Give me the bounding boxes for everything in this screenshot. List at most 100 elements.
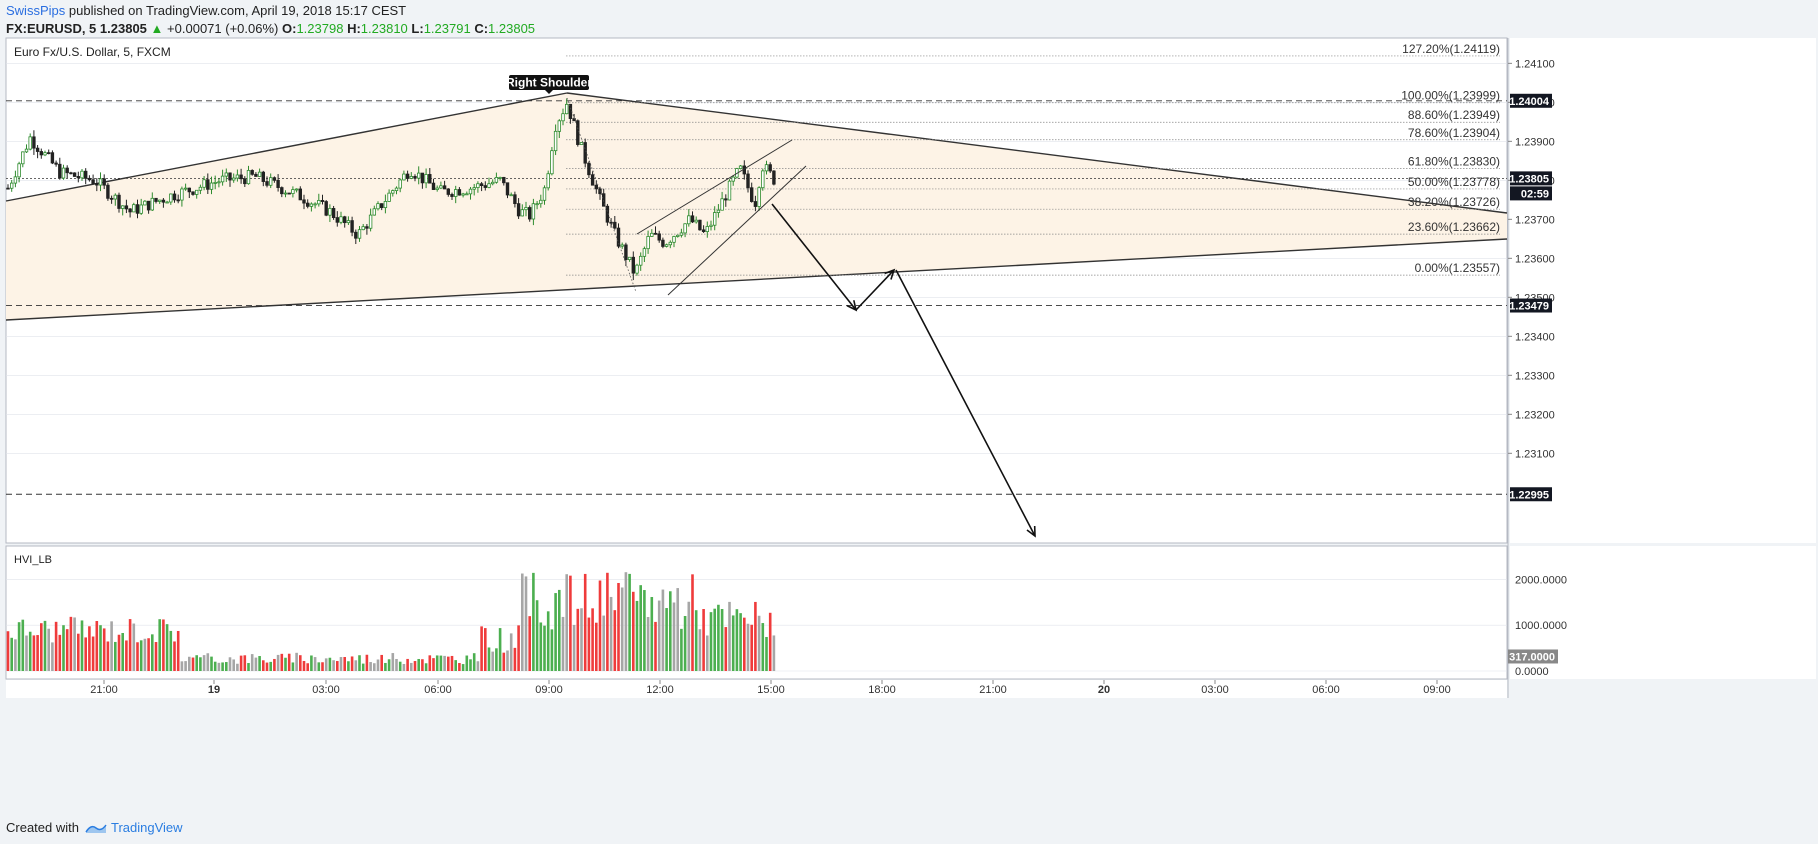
candle-body (376, 203, 380, 210)
candle-body (13, 176, 18, 184)
volume-bar (77, 633, 80, 671)
volume-bar (606, 572, 609, 671)
volume-pane[interactable]: HVI_LB (5, 545, 1508, 680)
x-tick-label: 09:00 (1423, 684, 1451, 696)
volume-bar (310, 655, 313, 671)
x-tick-label: 06:00 (424, 684, 452, 696)
y-tick-label: 1.23200 (1515, 409, 1555, 421)
tradingview-text: TradingView (110, 820, 183, 835)
candle-body (305, 202, 310, 207)
candle-body (180, 188, 184, 201)
candle-body (653, 232, 658, 235)
volume-bar (421, 659, 424, 671)
candle-body (413, 176, 417, 179)
volume-y-tick-label: 1000.0000 (1515, 620, 1567, 632)
volume-bar (324, 658, 328, 671)
candle-body (639, 255, 643, 266)
tradingview-brand[interactable]: TradingView (85, 818, 183, 838)
candle-body (431, 182, 436, 190)
volume-bar (443, 655, 446, 671)
volume-bar (291, 662, 295, 671)
candle-body (346, 220, 351, 224)
volume-bar (450, 655, 454, 671)
candle-body (187, 187, 191, 193)
candle-body (709, 224, 713, 227)
candle-body (209, 182, 214, 190)
volume-bar (717, 604, 720, 671)
volume-bar (139, 640, 143, 671)
publish-info: SwissPips published on TradingView.com, … (6, 3, 406, 19)
x-tick-label: 06:00 (1312, 684, 1340, 696)
price-label-box (1510, 298, 1552, 313)
high-value: 1.23810 (360, 21, 408, 36)
volume-bar (199, 657, 202, 671)
volume-bar (402, 663, 406, 671)
high-label: H: (347, 21, 361, 36)
fib-label: 0.00%(1.23557) (1415, 261, 1500, 275)
price-pane[interactable]: 127.20%(1.24119) 100.00%(1.23999) 88.60%(1… (5, 37, 1508, 544)
candle-body (309, 203, 314, 207)
candle-body (106, 184, 110, 199)
volume-y-tick-label: 0.0000 (1515, 666, 1549, 678)
author-link[interactable]: SwissPips (6, 3, 66, 18)
candle-body (213, 182, 217, 184)
fib-label: 23.60%(1.23662) (1408, 220, 1500, 234)
volume-bar (365, 654, 369, 671)
volume-bar (665, 608, 668, 671)
channel-upper-line (636, 139, 793, 235)
candle-body (579, 142, 584, 145)
volume-bars (6, 572, 776, 671)
candle-body (764, 164, 769, 172)
volume-bar (598, 580, 602, 671)
volume-bar (217, 662, 221, 671)
volume-bar (572, 624, 576, 671)
x-tick-label: 21:00 (979, 684, 1007, 696)
candle-body (58, 163, 62, 179)
volume-bar (121, 632, 124, 671)
candle-body (487, 183, 491, 188)
volume-bar (262, 660, 265, 671)
volume-bar (28, 631, 32, 671)
price-label-box (1510, 171, 1552, 186)
volume-bar (206, 653, 210, 671)
candle-body (528, 207, 532, 220)
volume-bar (454, 660, 457, 671)
price-label-text: 1.24004 (1509, 96, 1550, 108)
candle-body (139, 204, 143, 214)
change-text: +0.00071 (+0.06%) (167, 21, 279, 36)
candle-body (513, 194, 517, 205)
candle-body (446, 188, 450, 195)
volume-bar (535, 600, 539, 671)
candle-body (135, 204, 140, 214)
volume-bar (195, 655, 198, 671)
volume-bar (73, 617, 76, 671)
candle-body (331, 208, 336, 218)
x-tick-label: 12:00 (646, 684, 674, 696)
candle-body (150, 197, 154, 211)
volume-bar (428, 655, 432, 671)
candle-body (342, 216, 347, 224)
candle-body (394, 187, 399, 192)
volume-bar (117, 634, 121, 671)
candle-body (590, 174, 595, 186)
volume-bar (88, 626, 91, 671)
annotation-text: Right Shoulder (506, 76, 592, 90)
candle-body (694, 219, 698, 223)
volume-bar (306, 663, 309, 671)
volume-bar (125, 640, 128, 671)
candle-body (202, 179, 206, 188)
candle-body (731, 176, 735, 182)
volume-bar (484, 628, 487, 671)
candle-body (217, 181, 221, 184)
volume-bar (384, 662, 387, 671)
volume-bar (657, 600, 661, 671)
volume-bar (254, 657, 258, 671)
candle-body (9, 182, 14, 189)
volume-bar (47, 628, 50, 671)
volume-bar (561, 616, 565, 671)
volume-bar (765, 636, 768, 671)
candle-body (550, 150, 554, 175)
volume-bar (65, 629, 69, 671)
candle-body (661, 239, 665, 247)
